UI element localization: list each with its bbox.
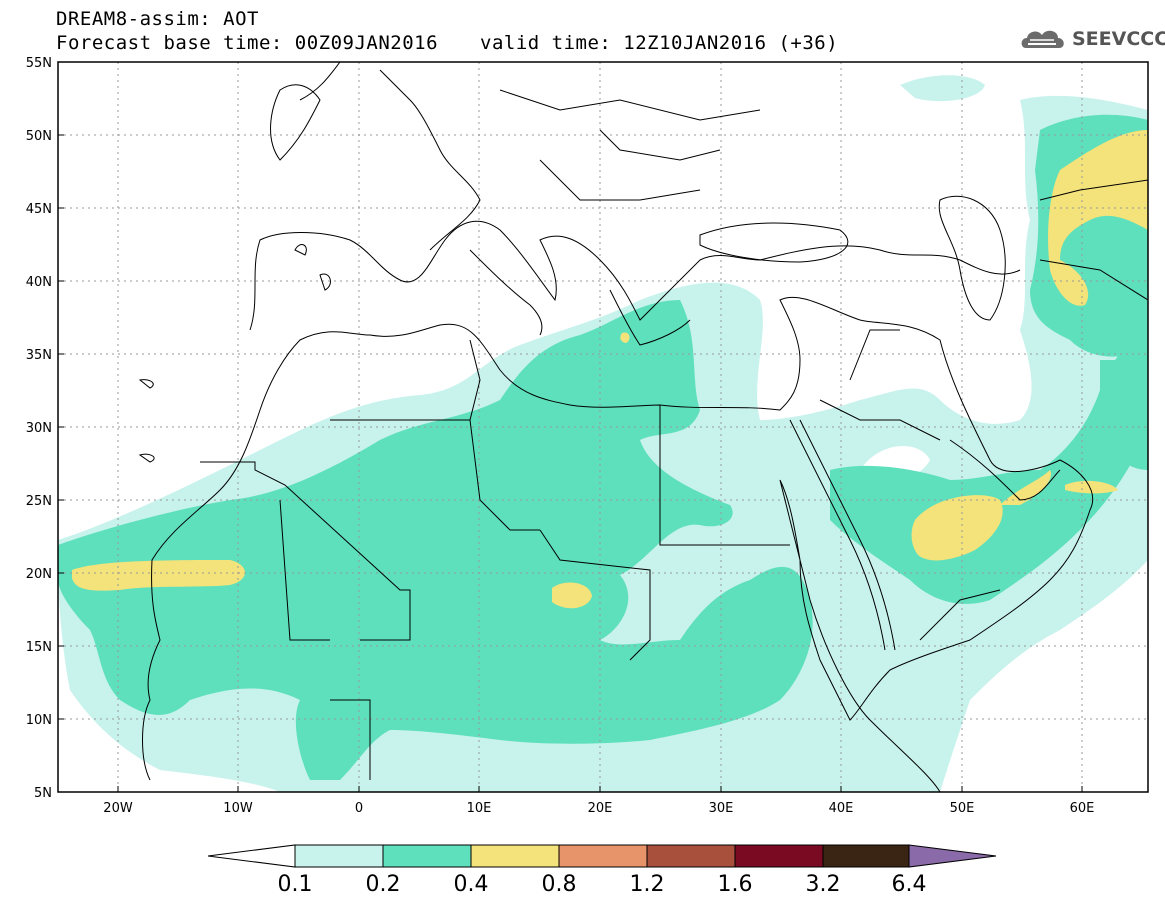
colorbar-label: 1.2 — [630, 872, 665, 897]
aot-band-0.4-west — [72, 560, 245, 591]
lon-label: 40E — [829, 801, 854, 816]
colorbar-label: 0.4 — [454, 872, 489, 897]
colorbar-segment — [558, 844, 648, 868]
lon-label: 20W — [103, 801, 133, 816]
colorbar-label: 0.1 — [278, 872, 313, 897]
lon-label: 10W — [223, 801, 253, 816]
colorbar-label: 1.6 — [718, 872, 753, 897]
aot-band-0.4-gulf — [1000, 470, 1051, 505]
coastlines — [138, 62, 1148, 792]
colorbar: 0.1 0.2 0.4 0.8 1.2 1.6 3.2 6.4 — [207, 844, 997, 897]
lat-label: 55N — [26, 56, 52, 71]
logo-text: SEEVCCC — [1072, 28, 1165, 50]
lat-label: 30N — [26, 421, 52, 436]
longitude-labels: 20W 10W 0 10E 20E 30E 40E 50E 60E — [103, 801, 1094, 816]
map-title: DREAM8-assim: AOT — [56, 8, 259, 30]
lon-label: 50E — [950, 801, 975, 816]
aot-band-0.2 — [58, 300, 813, 780]
colorbar-label: 0.2 — [366, 872, 401, 897]
colorbar-under-triangle — [207, 844, 296, 868]
map-ticks — [58, 61, 1083, 792]
lat-label: 25N — [26, 494, 52, 509]
colorbar-segment — [822, 844, 910, 868]
lon-label: 30E — [709, 801, 734, 816]
colorbar-segment — [646, 844, 736, 868]
lat-label: 5N — [34, 786, 52, 801]
aot-band-0.2-arabia — [830, 330, 1148, 604]
aot-band-0.1-north — [900, 75, 985, 102]
colorbar-segment — [734, 844, 824, 868]
colorbar-label: 3.2 — [806, 872, 841, 897]
seevccc-logo: SEEVCCC — [1018, 24, 1165, 54]
lat-label: 20N — [26, 567, 52, 582]
aot-band-0.4-chad — [552, 582, 592, 609]
colorbar-segment — [294, 844, 384, 868]
aot-band-0.4-arabia — [911, 495, 1003, 561]
colorbar-label: 0.8 — [542, 872, 577, 897]
lon-label: 10E — [467, 801, 492, 816]
valid-time: valid time: 12Z10JAN2016 (+36) — [480, 32, 839, 54]
colorbar-segment — [470, 844, 560, 868]
colorbar-over-triangle — [908, 844, 997, 868]
map-gridlines — [58, 62, 1148, 792]
colorbar-label: 6.4 — [892, 872, 927, 897]
lat-label: 45N — [26, 202, 52, 217]
lat-label: 50N — [26, 129, 52, 144]
lat-label: 35N — [26, 348, 52, 363]
latitude-labels: 55N 50N 45N 40N 35N 30N 25N 20N 15N 10N … — [26, 56, 52, 801]
aot-band-0.4-caspian — [1048, 130, 1148, 306]
forecast-base-time: Forecast base time: 00Z09JAN2016 — [56, 32, 439, 54]
lat-label: 40N — [26, 275, 52, 290]
colorbar-segment — [382, 844, 472, 868]
lon-label: 20E — [588, 801, 613, 816]
lon-label: 0 — [355, 801, 363, 816]
lat-label: 15N — [26, 640, 52, 655]
lon-label: 60E — [1070, 801, 1095, 816]
lat-label: 10N — [26, 713, 52, 728]
aot-fields — [58, 75, 1148, 792]
aot-band-0.2-east — [1100, 360, 1148, 470]
cloud-icon — [1021, 30, 1064, 48]
